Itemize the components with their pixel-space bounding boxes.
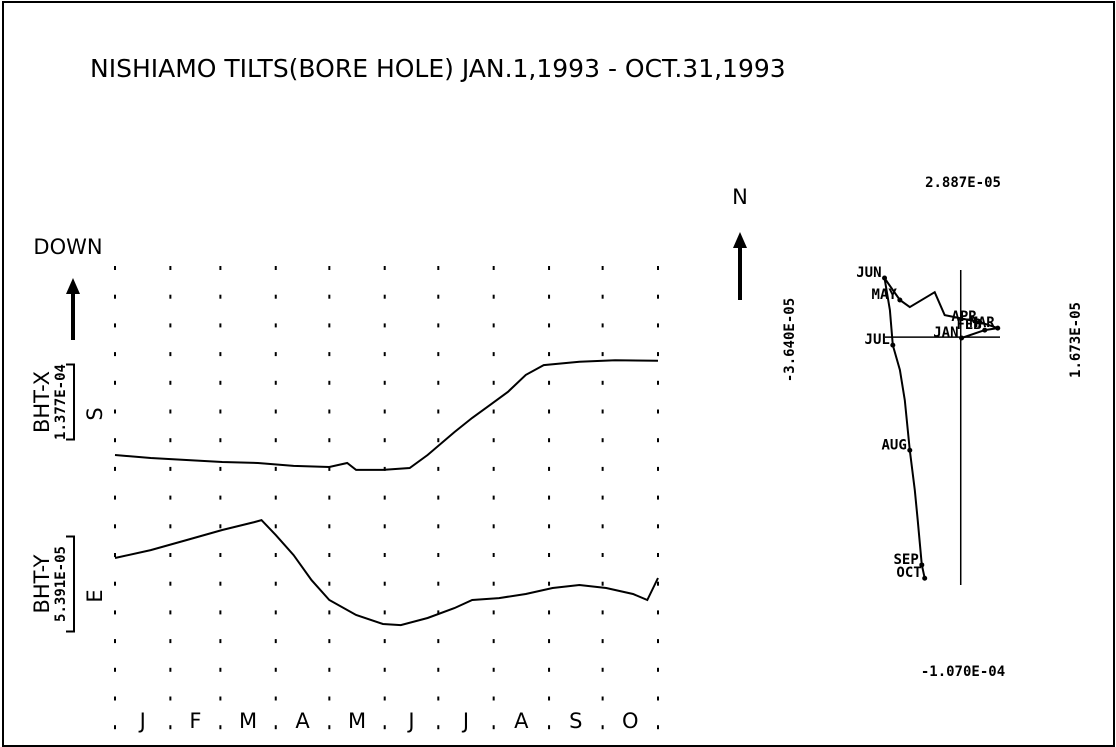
x-tick-label: M — [239, 709, 257, 733]
limit-label: 1.673E-05 — [1068, 302, 1084, 378]
direction-label: DOWN — [33, 235, 102, 259]
chart-title: NISHIAMO TILTS(BORE HOLE) JAN.1,1993 - O… — [90, 54, 786, 83]
series-name: BHT-X — [30, 371, 54, 433]
direction-label: S — [83, 407, 107, 420]
point-marker — [959, 335, 965, 341]
point-marker — [977, 319, 983, 325]
limit-label: -1.070E-04 — [921, 664, 1005, 680]
scale-bar — [66, 535, 75, 633]
x-tick-label: A — [295, 709, 310, 733]
point-label: OCT — [896, 565, 921, 581]
north-arrow-head — [733, 232, 747, 248]
x-tick-label: M — [348, 709, 366, 733]
direction-label: E — [83, 589, 107, 602]
point-label: MAY — [872, 287, 898, 303]
x-tick-label: J — [138, 709, 146, 733]
point-label: SEP — [894, 552, 919, 568]
limit-label: -3.640E-05 — [782, 298, 798, 382]
x-tick-label: J — [461, 709, 469, 733]
series-line — [114, 359, 659, 471]
x-tick-label: J — [406, 709, 414, 733]
point-marker — [982, 327, 988, 333]
point-label: JUN — [856, 265, 881, 281]
x-tick-label: F — [189, 709, 201, 733]
x-tick-label: A — [514, 709, 529, 733]
series-name: BHT-Y — [30, 554, 54, 613]
point-marker — [882, 275, 888, 281]
point-label: MAR — [969, 315, 995, 331]
point-marker — [922, 575, 928, 581]
point-marker — [890, 342, 896, 348]
scale-bar — [66, 363, 75, 441]
point-marker — [995, 325, 1001, 331]
limit-label: 2.887E-05 — [925, 175, 1001, 191]
point-label: AUG — [881, 437, 906, 453]
point-label: JUL — [865, 332, 890, 348]
tilt-path — [883, 277, 999, 579]
point-marker — [907, 447, 913, 453]
series-line — [114, 518, 659, 627]
point-marker — [897, 297, 903, 303]
point-label: FEB — [956, 317, 981, 333]
x-tick-label: S — [569, 709, 582, 733]
point-label: APR — [951, 309, 977, 325]
point-marker — [919, 562, 925, 568]
scale-label: 1.377E-04 — [53, 364, 69, 440]
x-tick-label: O — [622, 709, 639, 733]
down-arrow-head — [66, 278, 80, 294]
north-label: N — [732, 185, 748, 209]
point-label: JAN — [933, 325, 958, 341]
scale-label: 5.391E-05 — [53, 546, 69, 622]
